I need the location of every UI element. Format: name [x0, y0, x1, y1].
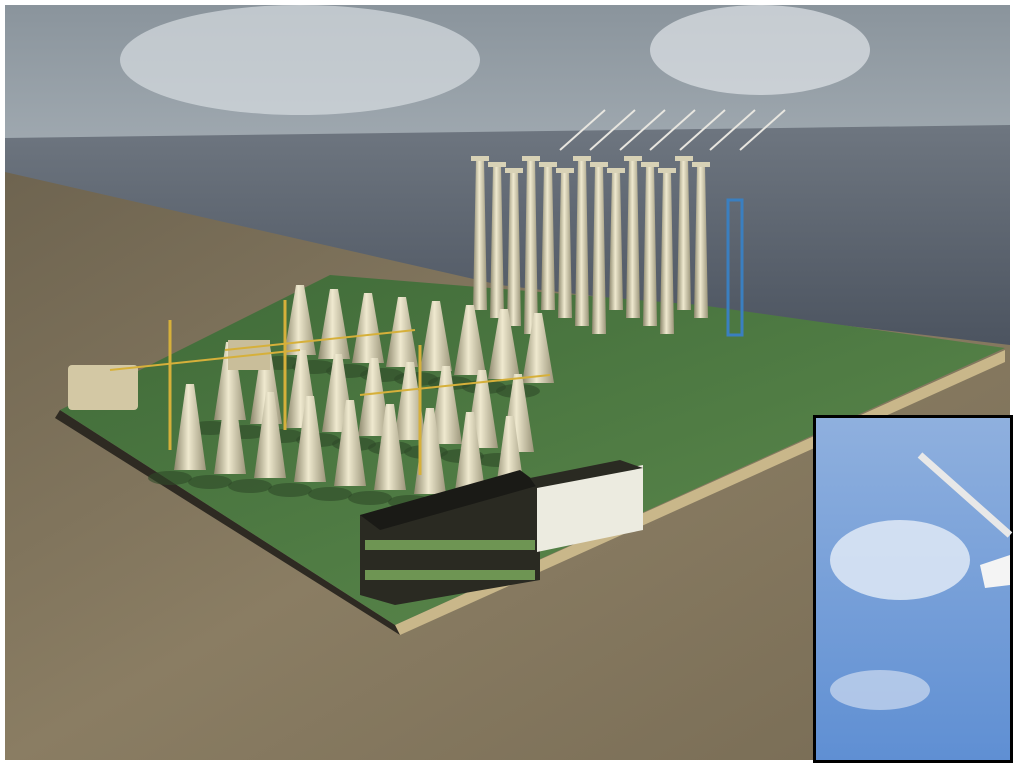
- cone-tower: [394, 362, 426, 440]
- tall-tower: [694, 166, 708, 318]
- tall-tower: [541, 166, 555, 310]
- tower-top: [692, 162, 710, 167]
- turbine-blade: [917, 452, 1013, 538]
- warehouse: [537, 465, 643, 552]
- blade: [559, 109, 606, 151]
- cone-tower: [352, 293, 384, 363]
- tower-shadow: [228, 479, 272, 493]
- crane-jib: [109, 349, 301, 371]
- tower-shadow: [188, 475, 232, 489]
- tall-tower: [507, 172, 521, 326]
- cone-tower: [294, 396, 326, 482]
- cone-tower: [254, 392, 286, 478]
- crane-jib: [224, 329, 416, 351]
- blade: [679, 109, 726, 151]
- tall-tower: [524, 160, 538, 334]
- tower-shadow: [308, 487, 352, 501]
- cone-tower: [420, 301, 452, 371]
- cone-tower: [284, 285, 316, 355]
- cone-tower: [358, 358, 390, 436]
- tower-top: [522, 156, 540, 161]
- tank: [68, 365, 138, 410]
- cone-tower: [454, 305, 486, 375]
- cone-tower: [334, 400, 366, 486]
- tall-tower: [677, 160, 691, 310]
- tower-top: [471, 156, 489, 161]
- tall-tower: [575, 160, 589, 326]
- tower-top: [658, 168, 676, 173]
- tower-shadow: [148, 471, 192, 485]
- tower-top: [488, 162, 506, 167]
- cone-tower: [414, 408, 446, 494]
- cone-tower: [488, 309, 520, 379]
- blade: [619, 109, 666, 151]
- blade: [739, 109, 786, 151]
- tall-tower: [609, 172, 623, 310]
- cone-tower: [214, 342, 246, 420]
- cone-tower: [522, 313, 554, 383]
- warehouse-roof: [530, 460, 643, 488]
- towers: [68, 109, 786, 517]
- tall-tower: [660, 172, 674, 334]
- cone-tower: [214, 388, 246, 474]
- tower-shadow: [348, 491, 392, 505]
- tower-top: [675, 156, 693, 161]
- inset-cloud: [830, 520, 970, 600]
- blade: [709, 109, 756, 151]
- cloud: [650, 5, 870, 95]
- tall-tower: [473, 160, 487, 310]
- cone-tower: [374, 404, 406, 490]
- crane-jib: [359, 374, 551, 396]
- tower-top: [607, 168, 625, 173]
- tower-top: [590, 162, 608, 167]
- tower-shadow: [268, 483, 312, 497]
- blade: [589, 109, 636, 151]
- tall-tower: [558, 172, 572, 318]
- office-windows: [365, 570, 535, 580]
- tower-top: [624, 156, 642, 161]
- lattice-crane: [726, 198, 744, 337]
- tall-tower: [490, 166, 504, 318]
- tower-top: [641, 162, 659, 167]
- office-roof: [360, 470, 540, 530]
- cone-tower: [430, 366, 462, 444]
- blade: [649, 109, 696, 151]
- tall-tower: [592, 166, 606, 334]
- cone-tower: [174, 384, 206, 470]
- cone-tower: [318, 289, 350, 359]
- turbine-nacelle: [980, 555, 1010, 588]
- cloud: [120, 5, 480, 115]
- platform-edge-shadow: [55, 410, 400, 635]
- office-windows: [365, 540, 535, 550]
- tall-tower: [626, 160, 640, 318]
- cone-tower: [454, 412, 486, 498]
- tall-tower: [643, 166, 657, 326]
- tower-top: [573, 156, 591, 161]
- tower-top: [539, 162, 557, 167]
- tower-top: [505, 168, 523, 173]
- inset-cloud: [830, 670, 930, 710]
- tower-top: [556, 168, 574, 173]
